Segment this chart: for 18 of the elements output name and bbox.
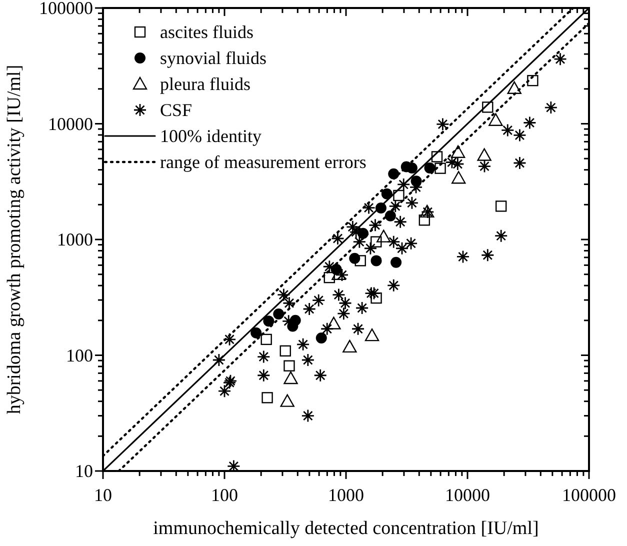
x-tick-label: 100000	[562, 485, 616, 505]
legend-label: ascites fluids	[160, 22, 254, 42]
y-tick-label: 1000	[57, 230, 93, 250]
y-tick-label: 100	[66, 345, 93, 366]
y-tick-label: 100000	[39, 0, 93, 18]
x-tick-label: 10000	[445, 485, 490, 505]
x-tick-label: 10	[94, 485, 112, 505]
x-tick-label: 100	[211, 485, 238, 505]
legend-label: range of measurement errors	[160, 152, 366, 172]
legend-label: synovial fluids	[160, 48, 266, 68]
y-axis-title: hybridoma growth promoting activity [IU/ml]	[4, 64, 25, 414]
y-tick-label: 10	[75, 461, 93, 481]
legend-label: pleura fluids	[160, 74, 250, 94]
y-tick-label: 10000	[48, 114, 93, 134]
x-tick-label: 1000	[328, 485, 364, 505]
legend-label: CSF	[160, 100, 192, 120]
x-axis-title: immunochemically detected concentration [IU/ml]	[153, 518, 539, 539]
legend-label: 100% identity	[160, 126, 262, 146]
